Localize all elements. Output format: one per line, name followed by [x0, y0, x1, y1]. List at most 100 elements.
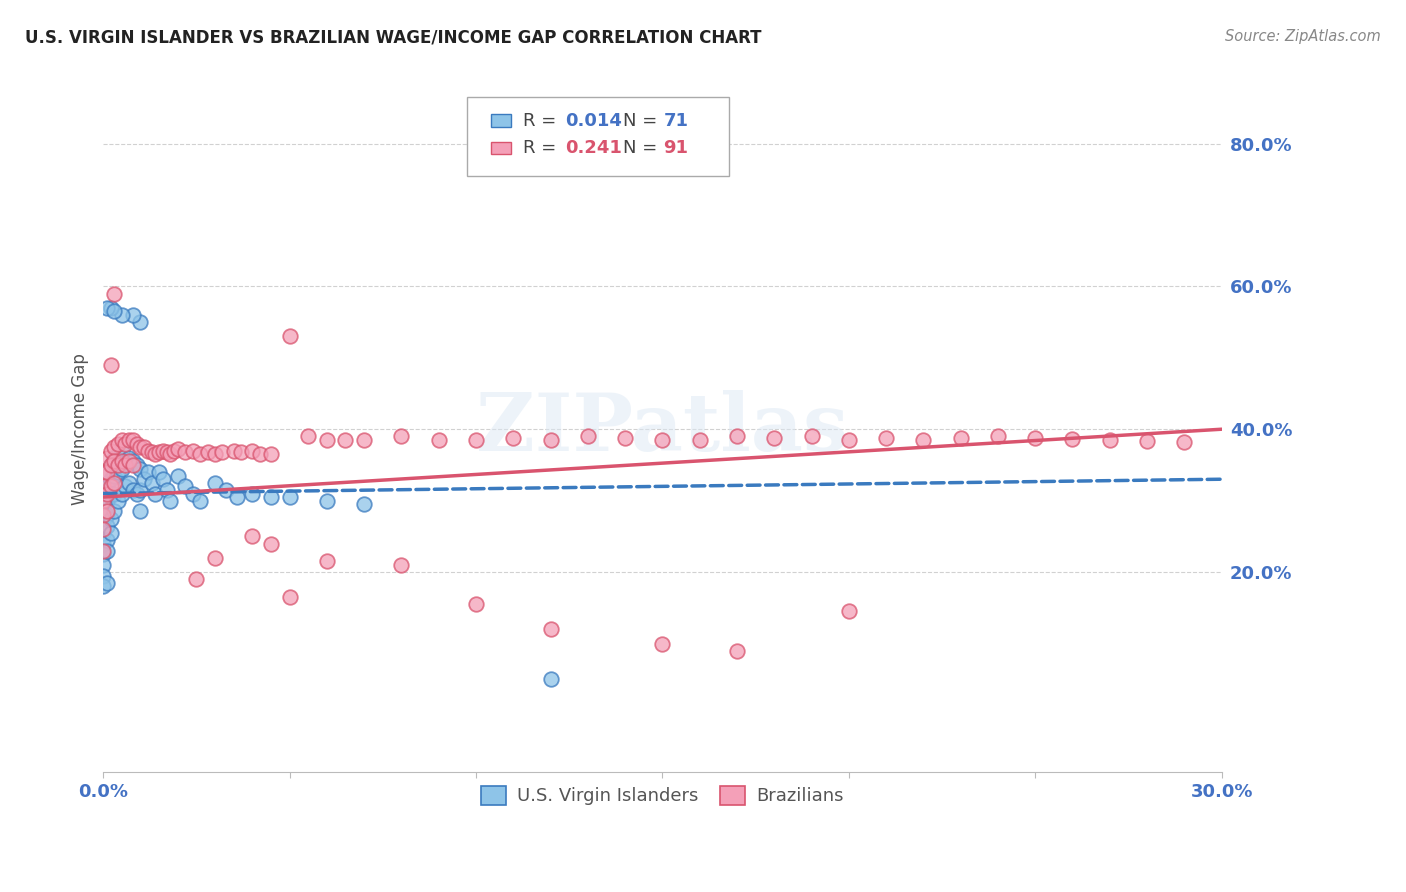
Text: R =: R = [523, 112, 561, 129]
Point [315, 433, 337, 447]
Point [651, 433, 673, 447]
Point [100, 525, 122, 540]
Point [204, 475, 226, 490]
Point [297, 429, 319, 443]
Point [107, 493, 129, 508]
Point [181, 486, 204, 500]
Point [103, 475, 125, 490]
Point [91, 508, 114, 522]
Point [260, 490, 283, 504]
Point [103, 486, 125, 500]
Point [111, 308, 134, 322]
Point [249, 447, 271, 461]
Point [215, 483, 238, 497]
Point [103, 468, 125, 483]
Point [103, 454, 125, 468]
Point [114, 436, 136, 450]
Point [100, 358, 122, 372]
Point [103, 450, 125, 465]
Point [166, 468, 188, 483]
Point [204, 447, 226, 461]
Point [96, 479, 118, 493]
Point [240, 529, 263, 543]
Point [107, 465, 129, 479]
Point [111, 433, 134, 447]
Point [1062, 432, 1084, 446]
Point [1024, 431, 1046, 445]
Point [260, 536, 283, 550]
Point [100, 301, 122, 315]
Text: U.S. VIRGIN ISLANDER VS BRAZILIAN WAGE/INCOME GAP CORRELATION CHART: U.S. VIRGIN ISLANDER VS BRAZILIAN WAGE/I… [25, 29, 762, 46]
Point [335, 433, 357, 447]
Point [129, 440, 152, 454]
Point [278, 590, 301, 604]
Point [143, 447, 166, 461]
Point [107, 458, 129, 472]
Point [118, 450, 141, 465]
Point [186, 572, 208, 586]
Point [260, 447, 283, 461]
Point [111, 486, 134, 500]
Point [103, 440, 125, 454]
Point [315, 493, 337, 508]
Point [114, 458, 136, 472]
Point [540, 433, 562, 447]
Point [91, 515, 114, 529]
Point [122, 458, 145, 472]
Point [143, 486, 166, 500]
Point [96, 575, 118, 590]
FancyBboxPatch shape [467, 96, 730, 176]
Point [389, 429, 412, 443]
Point [188, 447, 211, 461]
Text: N =: N = [623, 112, 664, 129]
Point [197, 445, 219, 459]
Point [100, 472, 122, 486]
Point [211, 445, 233, 459]
Point [100, 479, 122, 493]
Point [875, 431, 897, 445]
Point [100, 458, 122, 472]
Point [1136, 434, 1159, 449]
Point [91, 493, 114, 508]
Point [91, 543, 114, 558]
Point [100, 511, 122, 525]
Point [188, 493, 211, 508]
Text: 71: 71 [664, 112, 689, 129]
Point [240, 443, 263, 458]
Text: 0.241: 0.241 [565, 139, 621, 157]
Point [174, 445, 197, 459]
Point [389, 558, 412, 572]
Y-axis label: Wage/Income Gap: Wage/Income Gap [72, 353, 89, 505]
Point [96, 450, 118, 465]
Point [91, 558, 114, 572]
Point [96, 465, 118, 479]
Point [278, 329, 301, 343]
Point [122, 308, 145, 322]
Point [141, 475, 163, 490]
Point [96, 504, 118, 518]
Point [229, 445, 252, 459]
Point [103, 304, 125, 318]
Point [125, 436, 148, 450]
Text: N =: N = [623, 139, 664, 157]
Point [103, 286, 125, 301]
Text: 91: 91 [664, 139, 689, 157]
Point [96, 301, 118, 315]
Point [134, 472, 156, 486]
Point [353, 497, 375, 511]
Point [159, 493, 181, 508]
Point [96, 508, 118, 522]
Point [107, 436, 129, 450]
Point [91, 493, 114, 508]
Point [540, 672, 562, 686]
Point [725, 643, 748, 657]
Point [174, 479, 197, 493]
Point [141, 445, 163, 459]
Point [540, 622, 562, 636]
Point [800, 429, 823, 443]
Point [148, 445, 170, 459]
Point [111, 454, 134, 468]
Point [96, 533, 118, 547]
Point [103, 504, 125, 518]
Point [129, 504, 152, 518]
